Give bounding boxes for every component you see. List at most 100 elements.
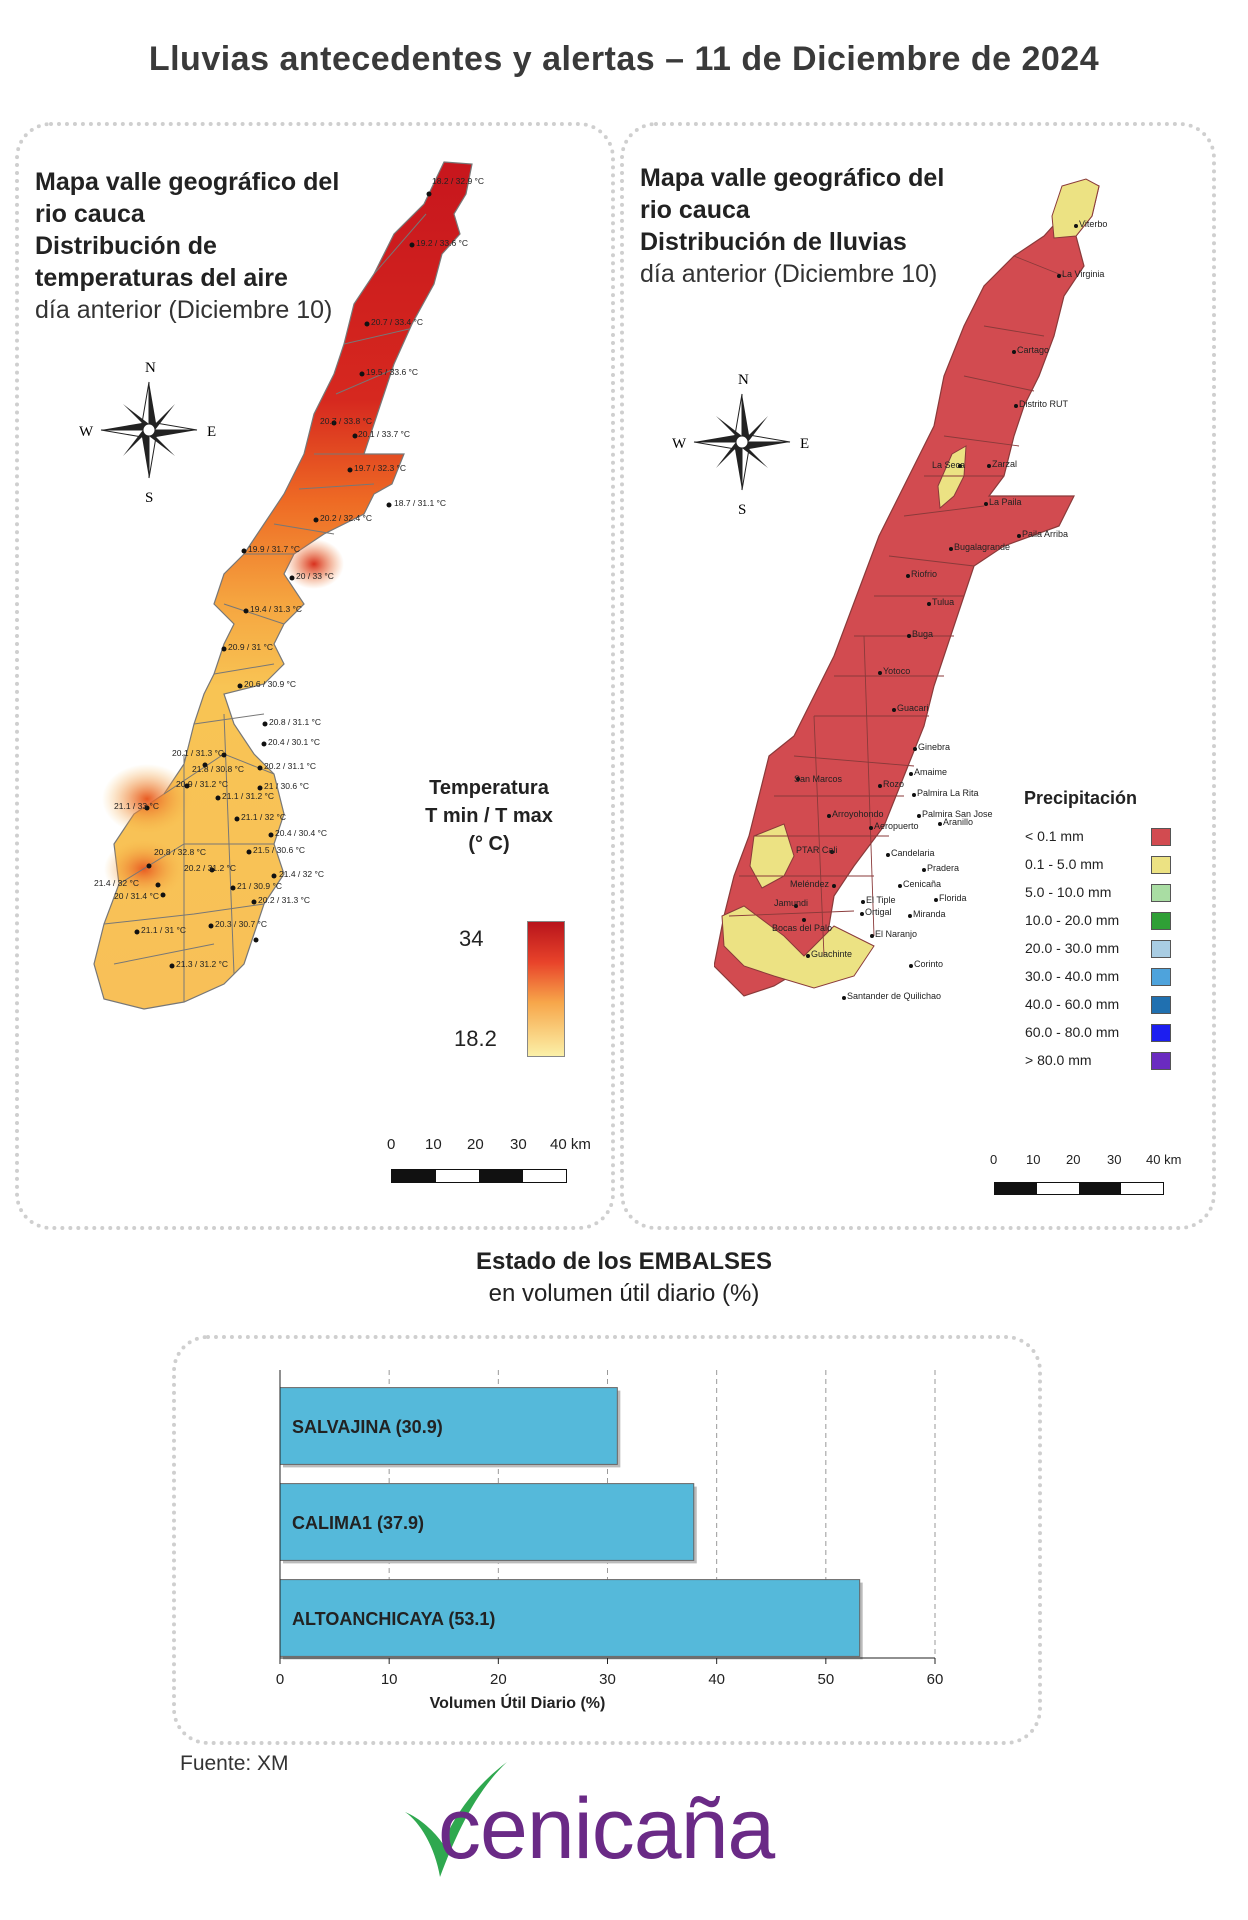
svg-text:S: S (738, 502, 746, 518)
reservoir-bar (279, 1483, 695, 1561)
rain-map-title: Mapa valle geográfico del rio cauca Dist… (640, 162, 1000, 290)
svg-text:Yotoco: Yotoco (883, 666, 910, 676)
svg-text:Distrito RUT: Distrito RUT (1019, 399, 1069, 409)
svg-text:21.5 / 30.6 °C: 21.5 / 30.6 °C (253, 845, 305, 855)
cenicana-logo-text: cenicaña (438, 1781, 775, 1877)
svg-text:Buga: Buga (912, 629, 933, 639)
reservoir-bar-label: ALTOANCHICAYA (53.1) (292, 1609, 495, 1629)
svg-text:20.1 / 31.3 °C: 20.1 / 31.3 °C (172, 748, 224, 758)
reservoir-bar-label: SALVAJINA (30.9) (292, 1417, 443, 1437)
page-title: Lluvias antecedentes y alertas – 11 de D… (148, 40, 1100, 78)
rain-map-region-light-south (721, 905, 875, 989)
svg-text:21.8 / 30.8 °C: 21.8 / 30.8 °C (192, 764, 244, 774)
reservoirs-bar-chart: SALVAJINA (30.9) CALIMA1 (37.9) ALTOANCHIC… (276, 1370, 944, 1712)
svg-text:PTAR Cali: PTAR Cali (796, 845, 837, 855)
x-tick-label: 50 (817, 1671, 834, 1688)
rain-map: Viterbo La Virginia Cartago Distrito RUT… (714, 178, 1107, 1001)
svg-text:Candelaria: Candelaria (891, 848, 935, 858)
svg-text:Guacari: Guacari (897, 703, 929, 713)
precip-legend-label: 5.0 - 10.0 mm (1025, 884, 1112, 900)
svg-text:La Paila: La Paila (989, 497, 1022, 507)
svg-text:20.9 / 31.2 °C: 20.9 / 31.2 °C (176, 779, 228, 789)
precip-legend-swatch (1151, 912, 1171, 930)
svg-text:21.1 / 31 °C: 21.1 / 31 °C (141, 925, 186, 935)
x-tick-label: 60 (927, 1671, 944, 1688)
svg-text:El Tiple: El Tiple (866, 895, 896, 905)
x-tick-label: 30 (599, 1671, 616, 1688)
svg-text:20.1 / 33.7 °C: 20.1 / 33.7 °C (358, 429, 410, 439)
svg-text:N: N (145, 360, 156, 376)
precipitation-legend: < 0.1 mm 0.1 - 5.0 mm 5.0 - 10.0 mm 10.0… (1019, 828, 1199, 1088)
svg-text:La Seca: La Seca (932, 460, 965, 470)
svg-text:20.7 / 33.8 °C: 20.7 / 33.8 °C (320, 416, 372, 426)
precip-legend-label: > 80.0 mm (1025, 1052, 1092, 1068)
rain-title-line4: día anterior (Diciembre 10) (640, 260, 938, 288)
svg-text:E: E (207, 424, 216, 440)
source-note: Fuente: XM (180, 1752, 289, 1775)
svg-text:19.2 / 33.6 °C: 19.2 / 33.6 °C (416, 238, 468, 248)
svg-text:Bocas del Palo: Bocas del Palo (772, 923, 832, 933)
rain-map-zones (728, 255, 1065, 957)
rain-town-labels: Viterbo La Virginia Cartago Distrito RUT… (772, 219, 1107, 1001)
svg-text:Bugalagrande: Bugalagrande (954, 542, 1010, 552)
temperature-title-line4: temperaturas del aire (35, 264, 288, 292)
svg-text:Rozo: Rozo (883, 779, 904, 789)
svg-text:Jamundi: Jamundi (774, 898, 808, 908)
temperature-map: 18.2 / 32.9 °C 19.2 / 33.6 °C 20.7 / 33.… (93, 161, 484, 1010)
svg-text:20.9 / 31 °C: 20.9 / 31 °C (228, 642, 273, 652)
svg-text:20 / 31.4 °C: 20 / 31.4 °C (114, 891, 159, 901)
precipitation-legend-title: Precipitación (1024, 788, 1138, 808)
svg-text:20.2 / 32.4 °C: 20.2 / 32.4 °C (320, 513, 372, 523)
svg-text:20.8 / 31.1 °C: 20.8 / 31.1 °C (269, 717, 321, 727)
temperature-map-title: Mapa valle geográfico del rio cauca Dist… (35, 166, 395, 326)
svg-text:19.4 / 31.3 °C: 19.4 / 31.3 °C (250, 604, 302, 614)
rain-map-region-light-north (1051, 178, 1100, 239)
temperature-legend-min: 18.2 (454, 1026, 497, 1051)
rain-scale-bar (994, 1182, 1164, 1195)
temperature-title-line5: día anterior (Diciembre 10) (35, 296, 333, 324)
svg-text:Amaime: Amaime (914, 767, 947, 777)
svg-text:20 / 33 °C: 20 / 33 °C (296, 571, 334, 581)
svg-text:20.4 / 30.1 °C: 20.4 / 30.1 °C (268, 737, 320, 747)
rain-station-points (794, 224, 1078, 1000)
svg-text:Palmira San Jose: Palmira San Jose (922, 809, 993, 819)
temperature-scale-bar (391, 1169, 567, 1183)
temperature-station-points (134, 191, 432, 969)
svg-text:20.2 / 31.2 °C: 20.2 / 31.2 °C (184, 863, 236, 873)
temperature-legend-max: 34 (459, 926, 484, 951)
precip-legend-label: 30.0 - 40.0 mm (1025, 968, 1120, 984)
svg-text:21.1 / 32 °C: 21.1 / 32 °C (241, 812, 286, 822)
x-tick-label: 20 (490, 1671, 507, 1688)
cenicana-logo-check-icon (405, 1762, 507, 1877)
svg-text:E: E (800, 436, 809, 452)
svg-text:El Naranjo: El Naranjo (875, 929, 917, 939)
svg-text:San Marcos: San Marcos (794, 774, 843, 784)
svg-text:W: W (672, 436, 687, 452)
svg-text:N: N (738, 372, 749, 388)
precip-legend-label: 0.1 - 5.0 mm (1025, 856, 1104, 872)
temperature-station-labels: 18.2 / 32.9 °C 19.2 / 33.6 °C 20.7 / 33.… (94, 176, 484, 969)
svg-text:W: W (79, 424, 94, 440)
precip-legend-label: 40.0 - 60.0 mm (1025, 996, 1120, 1012)
compass-rose-icon: N S E W (672, 372, 809, 518)
svg-text:Tulua: Tulua (932, 597, 954, 607)
svg-text:Meléndez: Meléndez (790, 879, 830, 889)
x-tick-label: 40 (708, 1671, 725, 1688)
rain-map-panel: Mapa valle geográfico del rio cauca Dist… (620, 122, 1216, 1230)
precip-legend-swatch (1151, 1052, 1171, 1070)
svg-text:20.2 / 31.3 °C: 20.2 / 31.3 °C (258, 895, 310, 905)
precip-legend-label: < 0.1 mm (1025, 828, 1084, 844)
precip-legend-swatch (1151, 856, 1171, 874)
precip-legend-swatch (1151, 828, 1171, 846)
svg-text:20.3 / 30.7 °C: 20.3 / 30.7 °C (215, 919, 267, 929)
rain-map-region-light-laseca (937, 445, 967, 510)
svg-text:20.6 / 30.9 °C: 20.6 / 30.9 °C (244, 679, 296, 689)
reservoirs-axis: 0 10 20 30 40 50 60 (276, 1370, 944, 1688)
svg-text:21.4 / 32 °C: 21.4 / 32 °C (94, 878, 139, 888)
svg-text:Ginebra: Ginebra (918, 742, 950, 752)
svg-text:Viterbo: Viterbo (1079, 219, 1107, 229)
x-tick-label: 0 (276, 1671, 284, 1688)
svg-text:21.1 / 33 °C: 21.1 / 33 °C (114, 801, 159, 811)
svg-text:Cartago: Cartago (1017, 345, 1049, 355)
svg-text:20.2 / 31.1 °C: 20.2 / 31.1 °C (264, 761, 316, 771)
